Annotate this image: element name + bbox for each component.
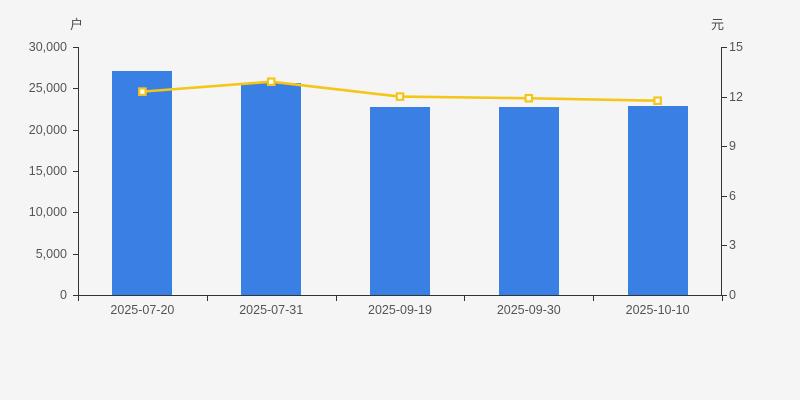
left-tick-label: 25,000 <box>28 81 67 96</box>
right-tick-mark <box>722 295 727 296</box>
right-tick-label: 15 <box>729 40 743 54</box>
right-tick-label: 6 <box>729 188 736 203</box>
left-tick-mark <box>73 88 78 90</box>
x-tick-mark <box>464 296 466 301</box>
x-axis-label: 2025-09-30 <box>496 303 561 317</box>
bar[interactable] <box>627 106 688 295</box>
left-tick-mark <box>73 212 78 214</box>
left-tick-label: 10,000 <box>28 205 67 220</box>
x-axis-label: 2025-07-31 <box>239 303 304 317</box>
left-axis-unit-label: 户 <box>70 17 84 32</box>
right-tick-mark <box>722 47 727 48</box>
right-tick-mark <box>722 146 727 148</box>
left-tick-mark <box>73 253 78 255</box>
bar[interactable] <box>112 70 173 295</box>
line-marker[interactable] <box>653 96 662 106</box>
left-tick-mark <box>73 171 78 172</box>
x-axis-label: 2025-07-20 <box>110 303 175 317</box>
x-axis-label: 2025-10-10 <box>625 303 690 317</box>
right-tick-label: 3 <box>729 238 736 253</box>
right-tick-label: 9 <box>729 139 736 154</box>
x-axis-label: 2025-09-19 <box>368 303 432 317</box>
left-tick-label: 5,000 <box>35 246 67 261</box>
line-marker[interactable] <box>266 77 276 87</box>
x-tick-mark <box>206 296 208 301</box>
left-tick-label: 15,000 <box>28 164 67 178</box>
bar[interactable] <box>370 106 430 295</box>
right-axis-unit-label: 元 <box>711 17 725 32</box>
line-marker[interactable] <box>138 87 147 96</box>
right-tick-mark <box>722 96 727 98</box>
left-tick-label: 30,000 <box>28 40 67 54</box>
right-y-axis <box>721 47 722 296</box>
left-tick-label: 20,000 <box>28 122 67 137</box>
line-marker[interactable] <box>524 93 534 103</box>
left-tick-mark <box>73 129 78 131</box>
right-tick-label: 0 <box>729 288 736 302</box>
x-axis <box>78 295 722 296</box>
x-tick-mark <box>593 296 595 301</box>
right-tick-mark <box>722 195 727 197</box>
left-y-axis <box>78 47 79 296</box>
x-tick-mark <box>335 296 337 301</box>
bar[interactable] <box>498 107 559 295</box>
bar[interactable] <box>241 83 302 295</box>
left-tick-label: 0 <box>60 288 67 302</box>
x-tick-mark <box>722 296 723 301</box>
left-tick-mark <box>73 47 78 48</box>
right-tick-label: 12 <box>729 89 743 104</box>
line-marker[interactable] <box>395 92 405 101</box>
left-tick-mark <box>73 295 78 296</box>
x-tick-mark <box>78 296 79 301</box>
right-tick-mark <box>722 245 727 247</box>
